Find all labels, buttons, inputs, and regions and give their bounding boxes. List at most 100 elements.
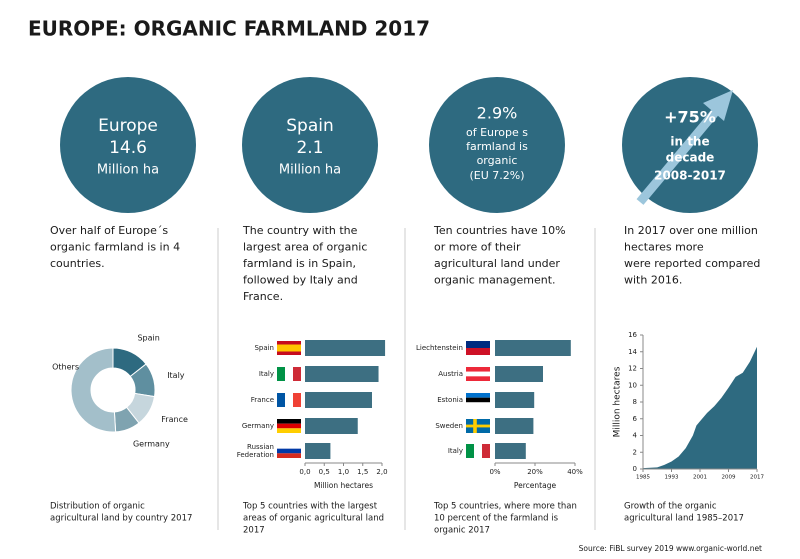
panel-text: hectares more (624, 241, 704, 254)
x-axis-label: Million hectares (314, 481, 373, 490)
flag-stripe (277, 453, 301, 458)
x-tick-label: 1985 (636, 475, 650, 481)
flag-stripe (285, 393, 293, 407)
y-tick-label: 10 (628, 381, 637, 389)
page-title: EUROPE: ORGANIC FARMLAND 2017 (28, 17, 430, 41)
stat-circle (429, 77, 565, 213)
y-tick-label: 0 (633, 465, 637, 473)
flag-stripe (466, 371, 490, 377)
x-tick-label: 1,0 (338, 468, 349, 476)
panel-text: organic farmland is in 4 (50, 241, 180, 254)
bar (305, 443, 331, 459)
x-tick-label: 0,0 (299, 468, 310, 476)
category-label-box: France (250, 396, 274, 404)
x-tick-label: 2,0 (376, 468, 387, 476)
panel-caption: areas of organic agricultural land (243, 514, 384, 524)
category-label-box: Estonia (437, 396, 463, 404)
panel-text: agricultural land under (434, 257, 560, 270)
y-tick-label: Germany (241, 422, 274, 430)
bar (495, 418, 534, 434)
flag-stripe (277, 448, 301, 454)
flag-stripe (474, 444, 482, 458)
bar (305, 340, 386, 356)
panel-caption: 2017 (243, 526, 265, 536)
circle-text: in the (670, 135, 709, 149)
panel-caption: Growth of the organic (624, 502, 717, 512)
flag-stripe (277, 341, 301, 345)
pie-label: Italy (167, 371, 185, 380)
y-tick-label: 2 (633, 448, 637, 456)
circle-text: 2008-2017 (654, 169, 726, 183)
panel-caption: Distribution of organic (50, 502, 145, 512)
bar (305, 366, 379, 382)
panel-text: were reported compared (624, 257, 760, 270)
bar (495, 443, 526, 459)
panel-caption: Top 5 countries with the largest (242, 502, 378, 512)
y-tick-label: Italy (447, 447, 463, 455)
x-tick-label: 0,5 (319, 468, 330, 476)
y-tick-label: Russian Federation (236, 443, 274, 459)
bar (495, 392, 535, 408)
panel-text: France. (243, 290, 283, 303)
y-tick-label: France (250, 396, 274, 404)
panel-text: with 2016. (624, 274, 682, 287)
bar (305, 392, 372, 408)
stat-circle (242, 77, 378, 213)
flag-stripe (277, 419, 301, 424)
pie-label: Others (52, 363, 79, 372)
bar (495, 366, 543, 382)
circle-text: of Europe s (466, 126, 528, 139)
panel-caption: organic 2017 (434, 526, 490, 536)
flag-stripe (466, 341, 490, 348)
y-tick-label: 16 (628, 331, 637, 339)
circle-text: Million ha (97, 163, 159, 178)
flag-stripe (285, 367, 293, 381)
panel-caption: 10 percent of the farmland is (434, 514, 559, 524)
circle-text: (EU 7.2%) (469, 169, 524, 182)
category-label-box: Italy (258, 370, 274, 378)
y-tick-label: 12 (628, 365, 637, 373)
stat-circle (60, 77, 196, 213)
flag-stripe (277, 428, 301, 433)
circle-text: 14.6 (109, 138, 147, 158)
bar (495, 340, 571, 356)
flag-stripe (293, 393, 301, 407)
flag-stripe (277, 367, 285, 381)
circle-text: organic (477, 154, 518, 167)
y-tick-label: Estonia (437, 396, 463, 404)
category-label-box: Austria (438, 370, 463, 378)
panel-caption: Top 5 countries, where more than (433, 502, 577, 512)
panel-text: In 2017 over one million (624, 224, 758, 237)
panel-caption: agricultural land by country 2017 (50, 514, 192, 524)
x-tick-label: 1993 (665, 475, 679, 481)
flag-stripe (466, 376, 490, 381)
x-axis-label: Percentage (514, 481, 557, 490)
area (643, 346, 757, 469)
panel-text: Over half of Europe´s (50, 224, 168, 237)
category-label-box: Russian Federation (236, 443, 274, 459)
pie-label: Spain (137, 333, 159, 342)
flag-stripe (277, 444, 301, 449)
x-tick-label: 20% (527, 468, 543, 476)
flag-stripe (277, 351, 301, 355)
y-tick-label: 8 (633, 398, 637, 406)
y-tick-label: 4 (633, 432, 638, 440)
circle-text: Spain (286, 116, 334, 136)
flag-stripe (466, 424, 490, 428)
flag-stripe (466, 397, 490, 403)
panel-caption: agricultural land 1985–2017 (624, 514, 744, 524)
panel-text: The country with the (242, 224, 358, 237)
x-tick-label: 2001 (693, 475, 707, 481)
panel-text: farmland is in Spain, (243, 257, 356, 270)
flag-stripe (466, 393, 490, 398)
y-axis-label: Million hectares (613, 366, 623, 437)
category-label-box: Italy (447, 447, 463, 455)
category-label-box: Sweden (435, 422, 463, 430)
category-label-box: Germany (241, 422, 274, 430)
pie-segment (70, 347, 117, 433)
y-tick-label: Italy (258, 370, 274, 378)
circle-text: decade (666, 151, 715, 165)
y-tick-label: 6 (633, 415, 638, 423)
panel-text: followed by Italy and (243, 274, 358, 287)
panel-text: Ten countries have 10% (433, 224, 566, 237)
